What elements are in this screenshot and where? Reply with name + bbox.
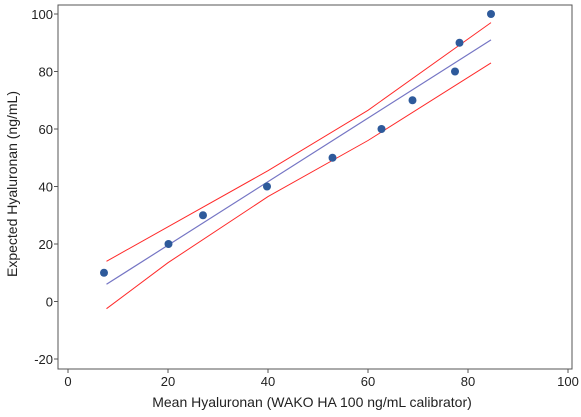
y-tick-label: 100: [31, 7, 53, 22]
data-points: [100, 10, 495, 277]
x-tick-label: 80: [461, 374, 475, 389]
y-tick-label: 80: [39, 65, 53, 80]
data-point: [328, 153, 337, 162]
x-tick-label: 100: [557, 374, 579, 389]
x-tick-label: 40: [261, 374, 275, 389]
data-point: [263, 182, 271, 191]
regression-line: [106, 39, 492, 285]
y-axis-title: Expected Hyaluronan (ng/mL): [4, 91, 20, 277]
data-point: [408, 96, 417, 105]
data-point: [100, 268, 108, 277]
x-tick-label: 60: [361, 374, 375, 389]
x-axis-title: Mean Hyaluronan (WAKO HA 100 ng/mL calib…: [152, 394, 472, 410]
x-tick-label: 0: [64, 374, 71, 389]
y-tick-label: 40: [39, 180, 53, 195]
data-point: [199, 211, 207, 220]
y-tick-label: 0: [46, 295, 53, 310]
plot-lines: [106, 22, 492, 310]
x-tick-label: 20: [161, 374, 175, 389]
y-tick-label: 20: [39, 237, 53, 252]
data-point: [164, 240, 173, 248]
y-tick-label: -20: [34, 352, 53, 367]
y-tick-label: 60: [39, 122, 53, 137]
plot-frame: [57, 4, 573, 370]
data-point: [377, 125, 386, 133]
data-point: [487, 10, 495, 18]
axis-ticks: 0 20 40 60 80 100 -20 0 20 40 60 80 100: [31, 7, 579, 389]
plot-border: [57, 4, 573, 370]
data-point: [451, 67, 459, 76]
confidence-band-lower: [106, 62, 492, 310]
data-point: [455, 38, 464, 47]
confidence-band-upper: [106, 22, 492, 262]
